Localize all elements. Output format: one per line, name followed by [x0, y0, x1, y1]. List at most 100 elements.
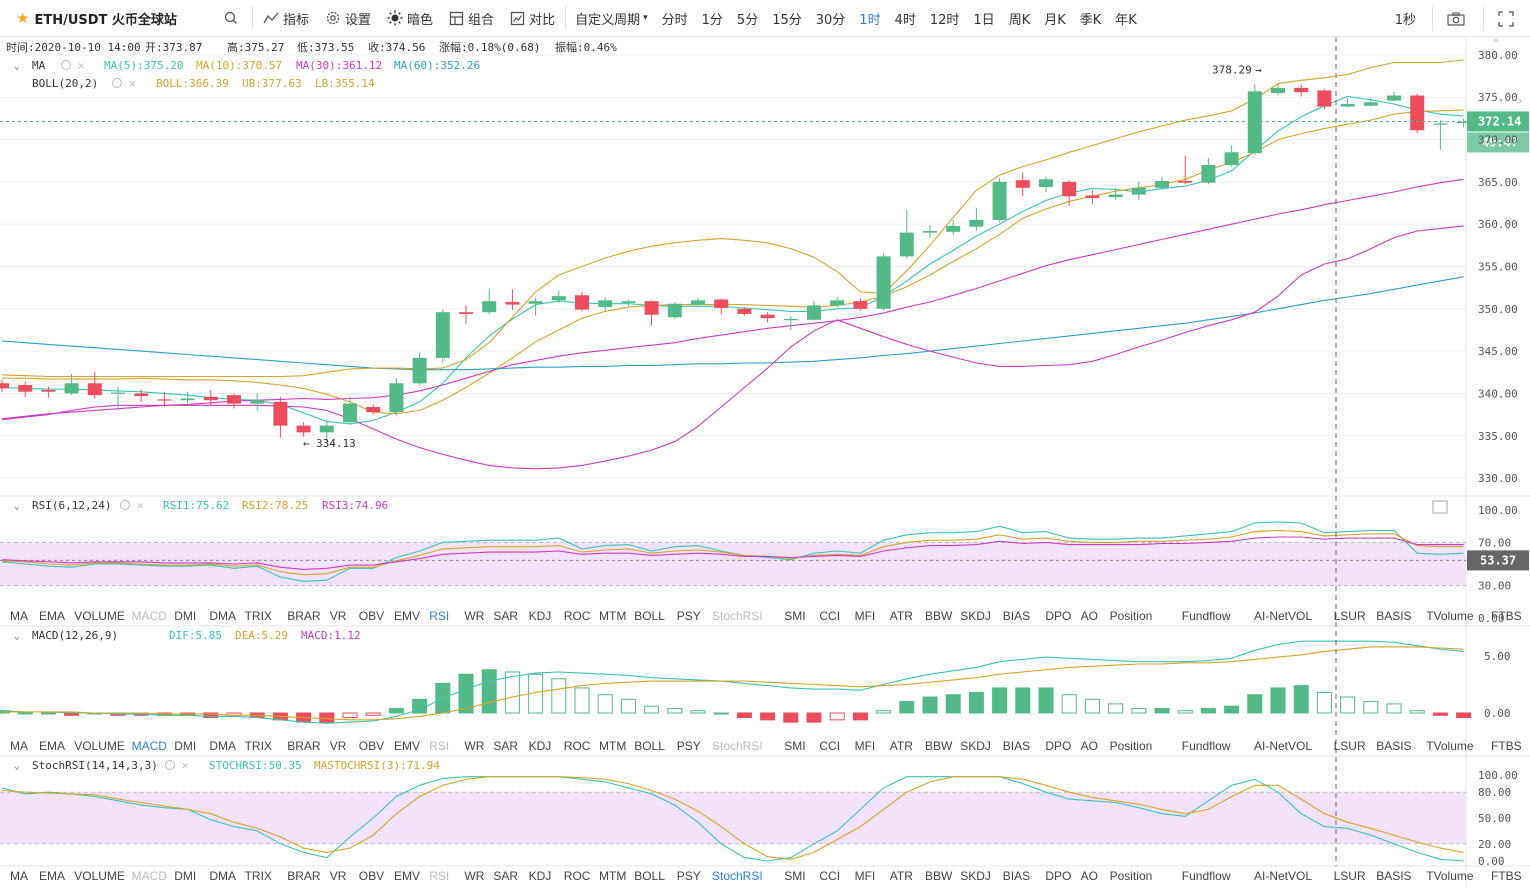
indicator-tab-fundflow[interactable]: Fundflow — [1182, 869, 1231, 883]
indicator-tab-kdj[interactable]: KDJ — [529, 869, 552, 883]
indicator-tab-atr[interactable]: ATR — [890, 609, 913, 623]
indicator-tab-fundflow[interactable]: Fundflow — [1182, 739, 1231, 753]
layout-button[interactable]: 组合 — [441, 0, 502, 37]
indicator-tab-boll[interactable]: BOLL — [634, 739, 665, 753]
indicator-tab-dpo[interactable]: DPO — [1045, 609, 1071, 623]
compare-button[interactable]: 对比 — [502, 0, 563, 37]
indicator-tab-obv[interactable]: OBV — [359, 739, 384, 753]
symbol-selector[interactable]: ★ ETH/USDT 火币全球站 — [0, 0, 216, 37]
scroll-up-icon[interactable]: ⌃ — [1493, 38, 1499, 49]
indicator-tab-brar[interactable]: BRAR — [287, 739, 321, 753]
indicator-tab-trix[interactable]: TRIX — [245, 739, 272, 753]
indicator-tab-emv[interactable]: EMV — [394, 609, 420, 623]
indicator-tab-fundflow[interactable]: Fundflow — [1182, 609, 1231, 623]
indicator-tab-ai-netvol[interactable]: AI-NetVOL — [1254, 739, 1312, 753]
indicator-tab-lsur[interactable]: LSUR — [1334, 869, 1366, 883]
indicator-tab-brar[interactable]: BRAR — [287, 609, 321, 623]
indicator-tab-emv[interactable]: EMV — [394, 739, 420, 753]
price-axis[interactable]: 380.00 375.00 370.00 365.00 360.00 355.00 350.… — [1478, 49, 1518, 868]
indicator-tab-brar[interactable]: BRAR — [287, 869, 321, 883]
indicator-tab-trix[interactable]: TRIX — [245, 869, 272, 883]
indicator-tab-roc[interactable]: ROC — [564, 739, 591, 753]
indicator-tab-ao[interactable]: AO — [1081, 739, 1098, 753]
period-8[interactable]: 1日 — [973, 12, 995, 28]
indicator-tab-kdj[interactable]: KDJ — [529, 739, 552, 753]
period-1[interactable]: 1分 — [701, 12, 723, 28]
indicator-tab-rsi[interactable]: RSI — [429, 609, 449, 623]
fullscreen-button[interactable] — [1486, 0, 1530, 37]
indicator-tab-vr[interactable]: VR — [330, 869, 347, 883]
indicator-tab-sar[interactable]: SAR — [493, 869, 518, 883]
indicator-tab-volume[interactable]: VOLUME — [74, 869, 125, 883]
settings-button[interactable]: 设置 — [317, 0, 379, 37]
indicator-tab-skdj[interactable]: SKDJ — [960, 869, 991, 883]
star-icon[interactable]: ★ — [16, 9, 30, 27]
indicator-tab-position[interactable]: Position — [1110, 869, 1153, 883]
indicator-tab-skdj[interactable]: SKDJ — [960, 739, 991, 753]
period-5[interactable]: 1时 — [859, 12, 881, 28]
indicator-tab-vr[interactable]: VR — [330, 609, 347, 623]
indicator-tab-cci[interactable]: CCI — [819, 739, 840, 753]
close-icon[interactable]: ✕ — [182, 759, 189, 772]
indicator-tab-cci[interactable]: CCI — [819, 609, 840, 623]
collapse-chevron-icon[interactable]: ⌄ — [14, 501, 20, 512]
indicator-tab-cci[interactable]: CCI — [819, 869, 840, 883]
indicator-tab-bias[interactable]: BIAS — [1003, 869, 1030, 883]
collapse-chevron-icon[interactable]: ⌄ — [14, 61, 20, 72]
period-4[interactable]: 30分 — [815, 12, 846, 28]
close-icon[interactable]: ✕ — [129, 77, 136, 90]
indicator-tab-wr[interactable]: WR — [464, 609, 484, 623]
indicator-tab-stochrsi[interactable]: StochRSI — [712, 609, 763, 623]
indicator-tab-bias[interactable]: BIAS — [1003, 609, 1030, 623]
indicator-tab-dma[interactable]: DMA — [209, 869, 236, 883]
indicator-tab-roc[interactable]: ROC — [564, 869, 591, 883]
indicator-tab-psy[interactable]: PSY — [677, 609, 701, 623]
indicator-tab-ma[interactable]: MA — [10, 609, 28, 623]
indicator-tab-boll[interactable]: BOLL — [634, 609, 665, 623]
indicator-tab-smi[interactable]: SMI — [784, 869, 805, 883]
indicator-tab-psy[interactable]: PSY — [677, 869, 701, 883]
indicator-tab-boll[interactable]: BOLL — [634, 869, 665, 883]
indicator-tab-emv[interactable]: EMV — [394, 869, 420, 883]
indicator-tab-macd[interactable]: MACD — [132, 609, 168, 623]
indicator-tab-basis[interactable]: BASIS — [1376, 609, 1411, 623]
indicator-tab-dpo[interactable]: DPO — [1045, 739, 1071, 753]
indicator-tab-obv[interactable]: OBV — [359, 869, 384, 883]
indicator-tab-tvolume[interactable]: TVolume — [1426, 739, 1474, 753]
indicator-tab-atr[interactable]: ATR — [890, 739, 913, 753]
chart-area[interactable]: 372.14 49:47 378.29 → ← 334.13 53.37 ⌃ › 时间:2020… — [0, 37, 1530, 888]
indicator-tab-smi[interactable]: SMI — [784, 609, 805, 623]
indicator-tab-lsur[interactable]: LSUR — [1334, 739, 1366, 753]
indicator-tab-kdj[interactable]: KDJ — [529, 609, 552, 623]
indicator-tab-wr[interactable]: WR — [464, 739, 484, 753]
indicator-tab-macd[interactable]: MACD — [132, 739, 168, 753]
indicator-tab-sar[interactable]: SAR — [493, 609, 518, 623]
period-10[interactable]: 月K — [1044, 12, 1066, 28]
period-12[interactable]: 年K — [1115, 12, 1137, 28]
indicator-tab-ftbs[interactable]: FTBS — [1491, 869, 1522, 883]
indicator-tab-mtm[interactable]: MTM — [599, 869, 626, 883]
indicator-tab-psy[interactable]: PSY — [677, 739, 701, 753]
indicator-tab-stochrsi[interactable]: StochRSI — [712, 739, 763, 753]
settings-gear-icon[interactable] — [112, 78, 122, 88]
settings-gear-icon[interactable] — [120, 500, 130, 510]
indicator-tab-obv[interactable]: OBV — [359, 609, 384, 623]
close-icon[interactable]: ✕ — [78, 59, 85, 72]
indicator-tab-dmi[interactable]: DMI — [174, 609, 196, 623]
indicator-tab-ma[interactable]: MA — [10, 739, 28, 753]
maximize-icon[interactable] — [1432, 500, 1448, 514]
indicator-tab-wr[interactable]: WR — [464, 869, 484, 883]
indicator-tab-sar[interactable]: SAR — [493, 739, 518, 753]
indicator-tab-vr[interactable]: VR — [330, 739, 347, 753]
indicator-tab-dma[interactable]: DMA — [209, 609, 236, 623]
indicator-tab-position[interactable]: Position — [1110, 739, 1153, 753]
indicator-tab-bbw[interactable]: BBW — [925, 609, 953, 623]
indicator-tab-volume[interactable]: VOLUME — [74, 739, 125, 753]
period-11[interactable]: 季K — [1079, 12, 1102, 28]
period-2[interactable]: 5分 — [736, 12, 759, 28]
period-3[interactable]: 15分 — [772, 12, 802, 28]
settings-gear-icon[interactable] — [165, 760, 175, 770]
indicator-tab-dpo[interactable]: DPO — [1045, 869, 1071, 883]
indicator-tab-rsi[interactable]: RSI — [429, 869, 449, 883]
indicator-tab-stochrsi[interactable]: StochRSI — [712, 869, 763, 883]
